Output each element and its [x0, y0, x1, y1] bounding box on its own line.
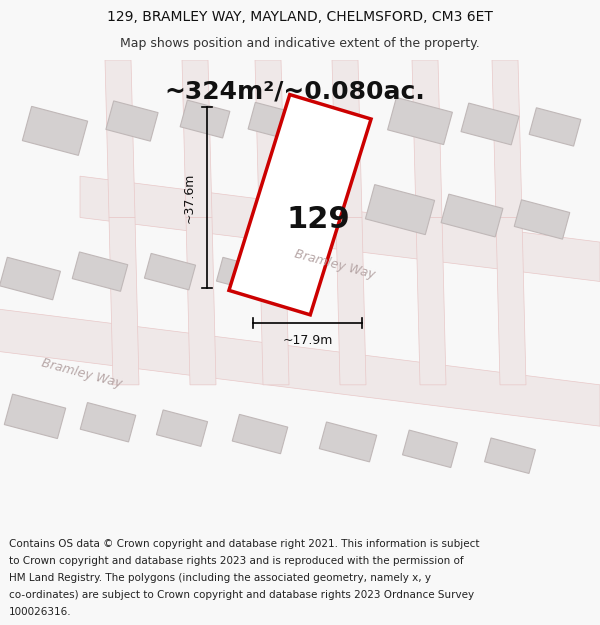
Polygon shape [157, 410, 208, 446]
Polygon shape [319, 422, 377, 462]
Polygon shape [365, 184, 434, 234]
Polygon shape [492, 60, 522, 218]
Text: HM Land Registry. The polygons (including the associated geometry, namely x, y: HM Land Registry. The polygons (includin… [9, 573, 431, 583]
Polygon shape [441, 194, 503, 237]
Polygon shape [255, 60, 285, 218]
Text: Map shows position and indicative extent of the property.: Map shows position and indicative extent… [120, 37, 480, 50]
Polygon shape [403, 430, 458, 468]
Text: Bramley Way: Bramley Way [293, 248, 377, 282]
Polygon shape [106, 101, 158, 141]
Polygon shape [0, 258, 61, 300]
Polygon shape [332, 60, 362, 218]
Polygon shape [145, 253, 196, 290]
Text: to Crown copyright and database rights 2023 and is reproduced with the permissio: to Crown copyright and database rights 2… [9, 556, 464, 566]
Polygon shape [105, 60, 135, 218]
Text: Contains OS data © Crown copyright and database right 2021. This information is : Contains OS data © Crown copyright and d… [9, 539, 479, 549]
Polygon shape [485, 438, 535, 474]
Text: ~324m²/~0.080ac.: ~324m²/~0.080ac. [164, 79, 425, 104]
Polygon shape [388, 98, 452, 144]
Polygon shape [182, 60, 212, 218]
Polygon shape [22, 106, 88, 156]
Polygon shape [186, 217, 216, 385]
Polygon shape [496, 217, 526, 385]
Text: ~17.9m: ~17.9m [283, 334, 332, 347]
Text: 100026316.: 100026316. [9, 608, 71, 618]
Text: co-ordinates) are subject to Crown copyright and database rights 2023 Ordnance S: co-ordinates) are subject to Crown copyr… [9, 590, 474, 600]
Polygon shape [232, 414, 288, 454]
Polygon shape [109, 217, 139, 385]
Text: ~37.6m: ~37.6m [182, 173, 196, 223]
Polygon shape [248, 102, 296, 140]
Polygon shape [259, 217, 289, 385]
Polygon shape [514, 200, 570, 239]
Polygon shape [529, 107, 581, 146]
Polygon shape [461, 103, 519, 145]
Polygon shape [217, 258, 263, 292]
Polygon shape [80, 176, 600, 281]
Text: 129, BRAMLEY WAY, MAYLAND, CHELMSFORD, CM3 6ET: 129, BRAMLEY WAY, MAYLAND, CHELMSFORD, C… [107, 10, 493, 24]
Polygon shape [72, 252, 128, 291]
Polygon shape [229, 94, 371, 315]
Polygon shape [4, 394, 66, 439]
Polygon shape [0, 308, 600, 426]
Text: Bramley Way: Bramley Way [40, 356, 124, 390]
Polygon shape [336, 217, 366, 385]
Text: 129: 129 [286, 205, 350, 234]
Polygon shape [412, 60, 442, 218]
Polygon shape [180, 100, 230, 138]
Polygon shape [80, 402, 136, 442]
Polygon shape [416, 217, 446, 385]
